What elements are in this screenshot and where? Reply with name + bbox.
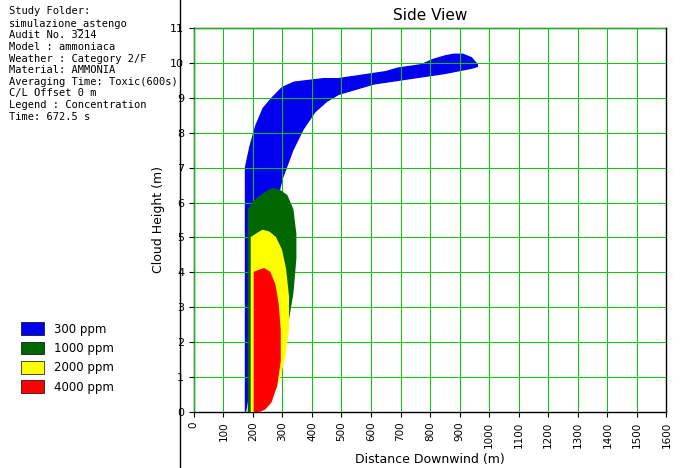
Title: Side View: Side View: [393, 8, 467, 23]
Polygon shape: [245, 54, 477, 412]
Y-axis label: Cloud Height (m): Cloud Height (m): [152, 167, 165, 273]
Polygon shape: [252, 230, 288, 412]
Polygon shape: [248, 189, 296, 412]
Polygon shape: [254, 269, 280, 412]
X-axis label: Distance Downwind (m): Distance Downwind (m): [355, 453, 505, 467]
Text: Study Folder:
simulazione_astengo
Audit No. 3214
Model : ammoniaca
Weather : Cat: Study Folder: simulazione_astengo Audit …: [9, 6, 177, 122]
Legend: 300 ppm, 1000 ppm, 2000 ppm, 4000 ppm: 300 ppm, 1000 ppm, 2000 ppm, 4000 ppm: [15, 316, 120, 400]
